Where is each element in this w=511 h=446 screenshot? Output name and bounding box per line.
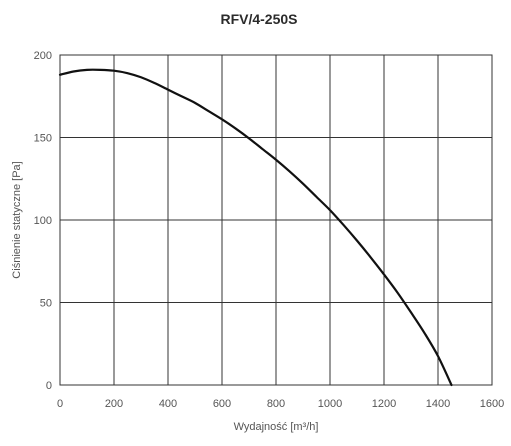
x-tick-label: 400 [159,398,177,410]
x-tick-label: 1600 [480,398,504,410]
grid-lines [60,55,492,385]
chart-title: RFV/4-250S [220,11,297,27]
x-tick-label: 0 [57,398,63,410]
x-tick-label: 200 [105,398,123,410]
x-axis-label: Wydajność [m³/h] [234,421,319,433]
x-axis-ticks: 0 200 400 600 800 1000 1200 1400 1600 [57,398,504,410]
y-axis-ticks: 0 50 100 150 200 [34,50,52,392]
y-tick-label: 100 [34,215,52,227]
x-tick-label: 600 [213,398,231,410]
y-tick-label: 0 [46,380,52,392]
series-line [58,68,453,387]
y-tick-label: 150 [34,133,52,145]
x-tick-label: 1200 [372,398,396,410]
y-tick-label: 200 [34,50,52,62]
y-axis-label: Ciśnienie statyczne [Pa] [11,161,23,278]
x-tick-label: 1000 [318,398,342,410]
x-tick-label: 800 [267,398,285,410]
plot-area [59,54,493,386]
y-tick-label: 50 [40,298,52,310]
x-tick-label: 1400 [426,398,450,410]
